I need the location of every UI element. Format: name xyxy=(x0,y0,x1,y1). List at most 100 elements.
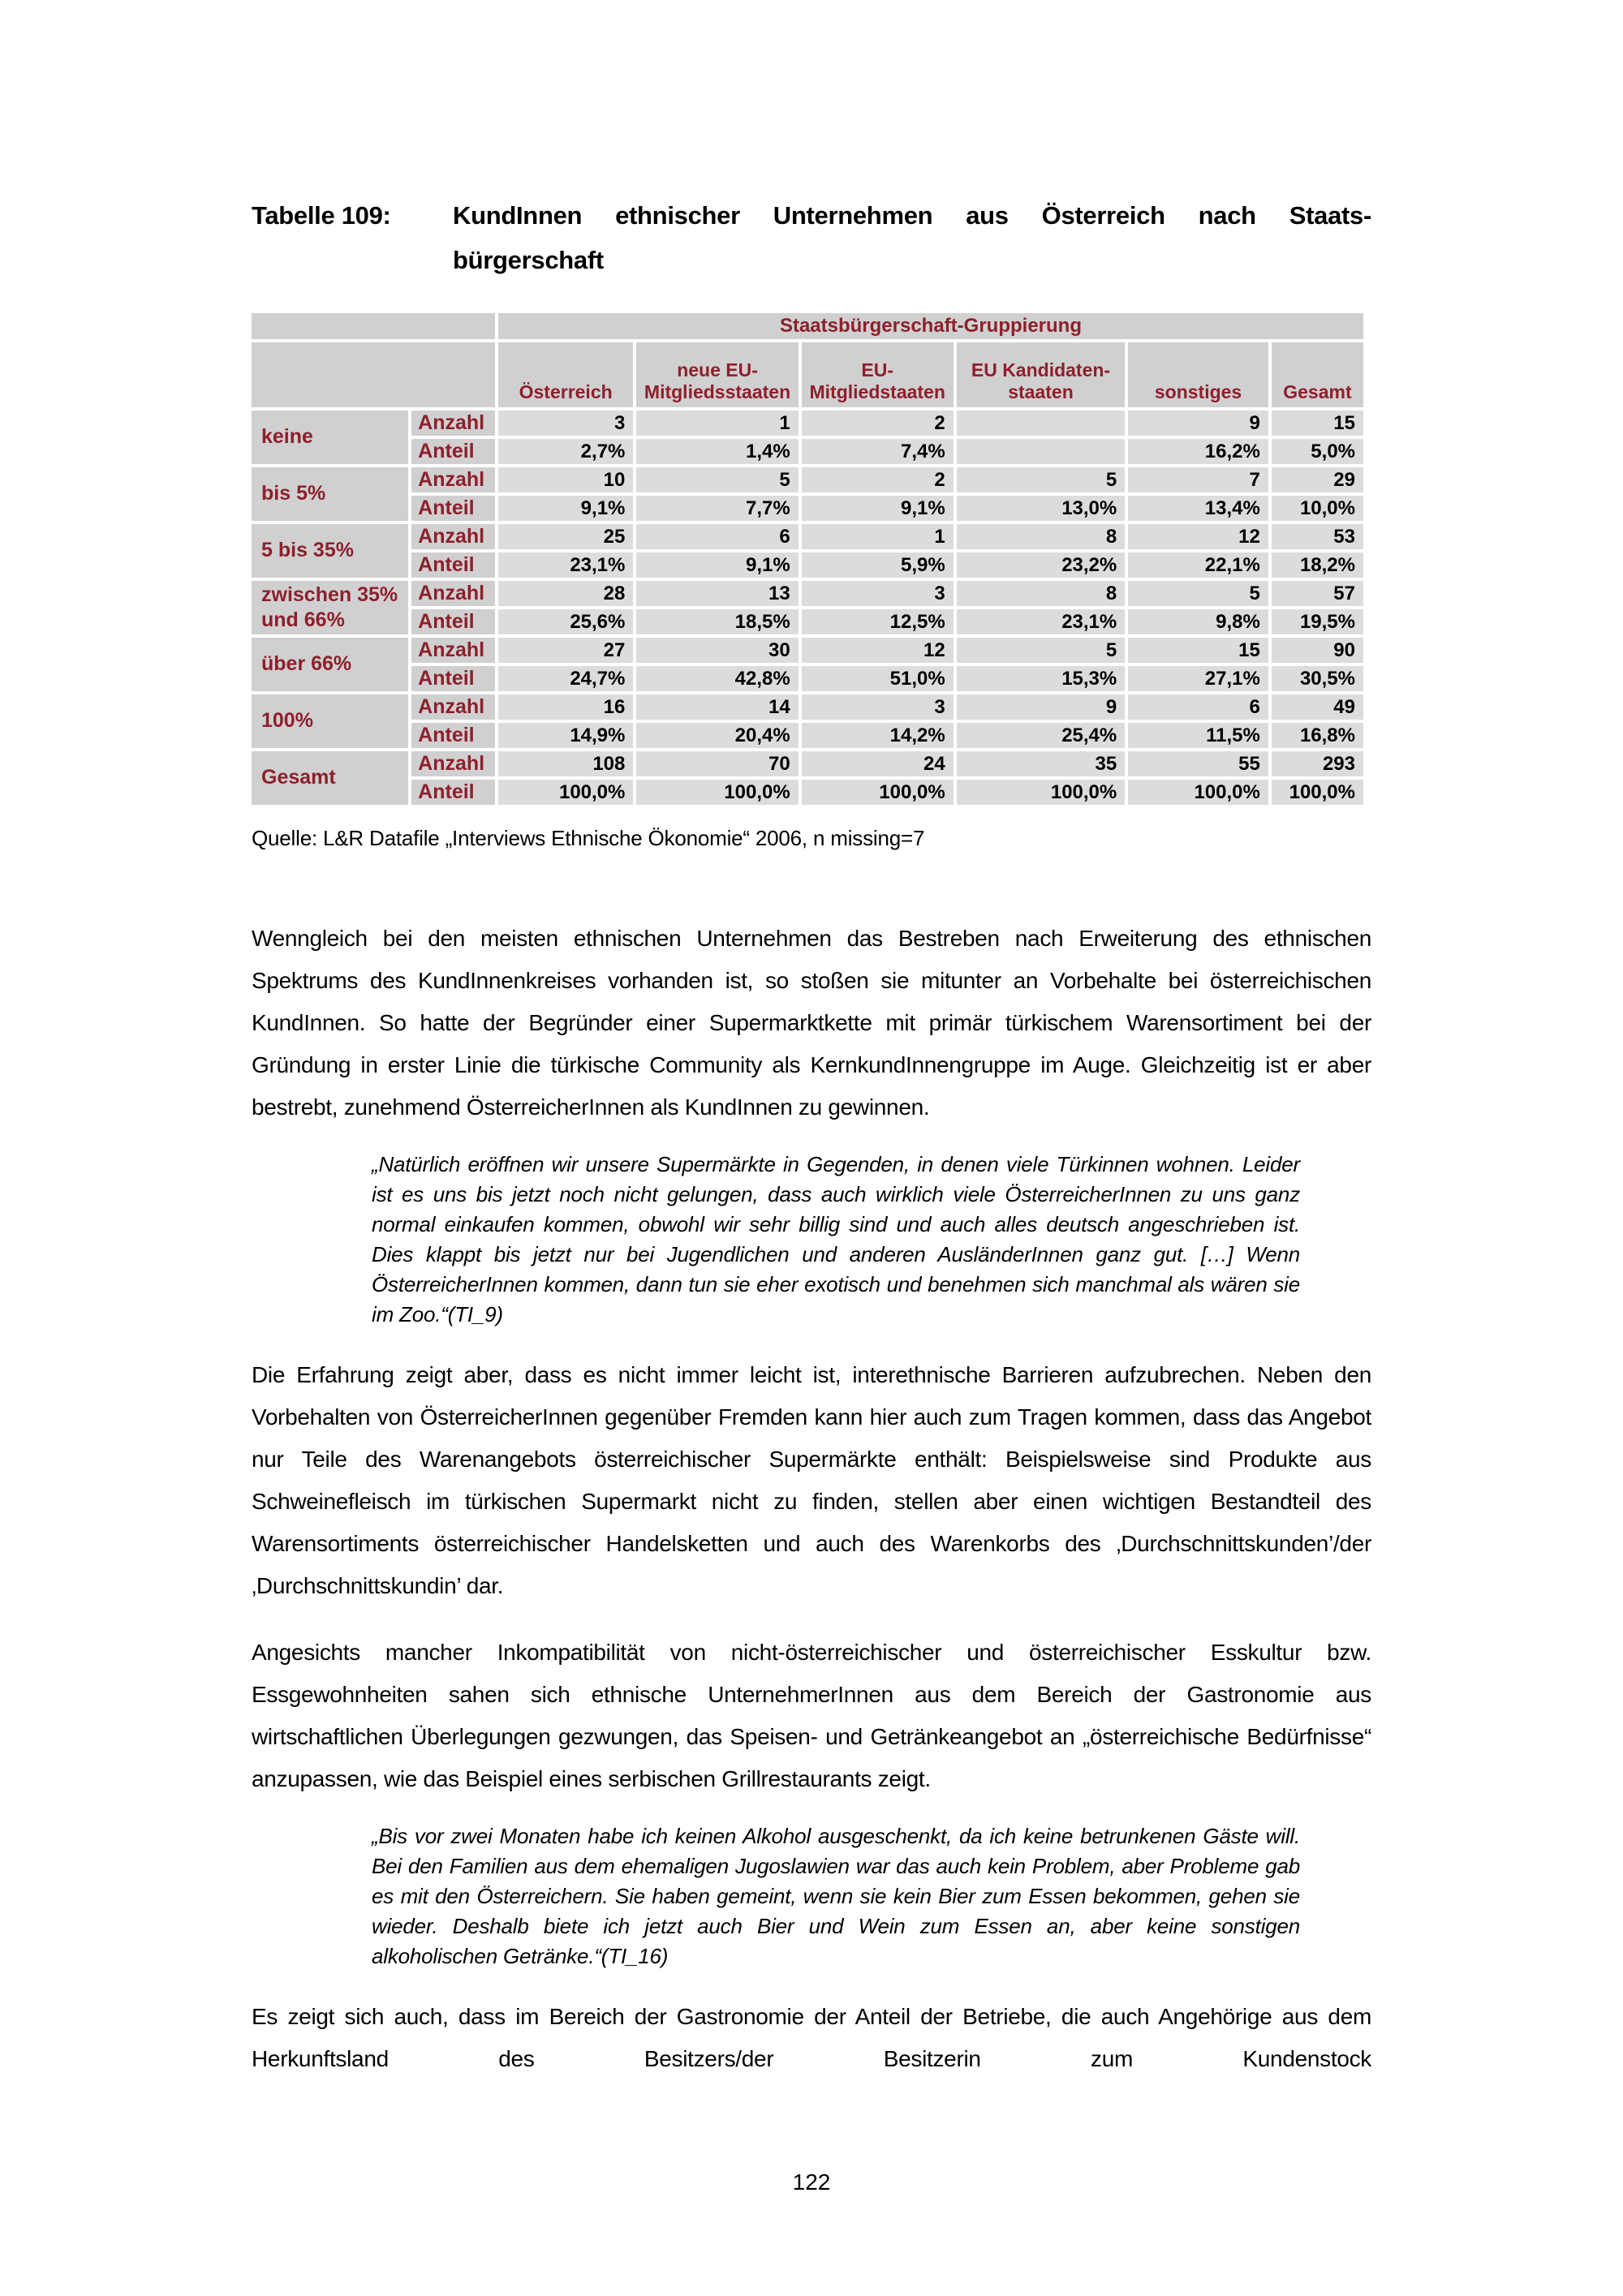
table-value-cell: 35 xyxy=(956,751,1126,776)
table-value-cell: 11,5% xyxy=(1128,723,1268,748)
table-value-cell: 27 xyxy=(497,638,634,663)
table-value-cell: 9,8% xyxy=(1128,609,1268,634)
table-value-cell: 9 xyxy=(956,694,1126,720)
table-value-cell: 5,0% xyxy=(1271,439,1363,464)
table-value-cell: 16 xyxy=(497,694,634,720)
table-value-cell: 6 xyxy=(636,524,799,549)
table-value-cell: 13,4% xyxy=(1128,496,1268,521)
table-value-cell: 23,2% xyxy=(956,553,1126,578)
table-header-row-columns: Österreich neue EU- Mitgliedsstaaten EU-… xyxy=(252,342,1363,407)
table-caption-line1: KundInnen ethnischer Unternehmen aus Öst… xyxy=(453,201,1371,230)
page-number: 122 xyxy=(792,2169,831,2195)
interview-quote-ti16: „Bis vor zwei Monaten habe ich keinen Al… xyxy=(372,1824,1300,1968)
column-header-kandidaten: EU Kandidaten- staaten xyxy=(956,342,1126,407)
table-value-cell: 18,5% xyxy=(636,609,799,634)
table-stub-cell xyxy=(252,313,495,339)
table-caption: Tabelle 109: KundInnen ethnischer Untern… xyxy=(252,193,1371,282)
table-value-cell: 9,1% xyxy=(497,496,634,521)
table-row: Anteil 14,9% 20,4% 14,2% 25,4% 11,5% 16,8% xyxy=(252,723,1363,748)
table-value-cell: 9,1% xyxy=(636,553,799,578)
row-group-label: über 66% xyxy=(252,638,409,691)
table-value-cell: 30 xyxy=(636,638,799,663)
table-value-cell: 30,5% xyxy=(1271,666,1363,691)
column-header-neue-eu: neue EU- Mitgliedsstaaten xyxy=(636,342,799,407)
table-value-cell: 25 xyxy=(497,524,634,549)
data-table-wrapper: Staatsbürgerschaft-Gruppierung Österreic… xyxy=(252,310,1371,808)
table-value-cell: 7 xyxy=(1128,467,1268,492)
row-measure-label: Anzahl xyxy=(411,411,495,436)
paragraph-1: Wenngleich bei den meisten ethnischen Un… xyxy=(252,926,1371,1120)
table-value-cell: 25,6% xyxy=(497,609,634,634)
row-group-label: 100% xyxy=(252,694,409,748)
table-value-cell: 16,8% xyxy=(1271,723,1363,748)
table-value-cell: 8 xyxy=(956,524,1126,549)
table-value-cell: 100,0% xyxy=(1271,780,1363,805)
column-header-gesamt: Gesamt xyxy=(1271,342,1363,407)
row-measure-label: Anteil xyxy=(411,723,495,748)
column-header-oesterreich: Österreich xyxy=(497,342,634,407)
row-measure-label: Anzahl xyxy=(411,524,495,549)
row-group-label: Gesamt xyxy=(252,751,409,805)
table-value-cell: 10 xyxy=(497,467,634,492)
table-value-cell: 9,1% xyxy=(801,496,954,521)
table-value-cell: 10,0% xyxy=(1271,496,1363,521)
interview-quote-ti9: „Natürlich eröffnen wir unsere Supermärk… xyxy=(372,1152,1300,1326)
table-row: Anteil 25,6% 18,5% 12,5% 23,1% 9,8% 19,5% xyxy=(252,609,1363,634)
table-row: zwischen 35% und 66% Anzahl 28 13 3 8 5 57 xyxy=(252,581,1363,634)
table-value-cell: 13 xyxy=(636,581,799,606)
row-measure-label: Anteil xyxy=(411,780,495,805)
table-value-cell: 19,5% xyxy=(1271,609,1363,634)
table-value-cell xyxy=(956,439,1126,464)
table-value-cell: 23,1% xyxy=(497,553,634,578)
table-value-cell: 49 xyxy=(1271,694,1363,720)
table-value-cell: 100,0% xyxy=(636,780,799,805)
table-value-cell: 25,4% xyxy=(956,723,1126,748)
paragraph-2: Die Erfahrung zeigt aber, dass es nicht … xyxy=(252,1362,1371,1598)
table-value-cell: 20,4% xyxy=(636,723,799,748)
table-value-cell: 70 xyxy=(636,751,799,776)
table-value-cell: 1 xyxy=(636,411,799,436)
table-value-cell: 2 xyxy=(801,411,954,436)
table-value-cell: 12 xyxy=(1128,524,1268,549)
row-measure-label: Anteil xyxy=(411,496,495,521)
table-value-cell: 14,9% xyxy=(497,723,634,748)
table-value-cell: 100,0% xyxy=(956,780,1126,805)
table-value-cell: 14,2% xyxy=(801,723,954,748)
row-group-label: keine xyxy=(252,411,409,464)
table-value-cell: 1 xyxy=(801,524,954,549)
row-measure-label: Anteil xyxy=(411,609,495,634)
paragraph-4: Es zeigt sich auch, dass im Bereich der … xyxy=(252,2004,1371,2071)
table-header-row-group: Staatsbürgerschaft-Gruppierung xyxy=(252,313,1363,339)
table-row: Anteil 23,1% 9,1% 5,9% 23,2% 22,1% 18,2% xyxy=(252,553,1363,578)
table-value-cell: 12 xyxy=(801,638,954,663)
row-group-label: 5 bis 35% xyxy=(252,524,409,578)
table-row: Anteil 2,7% 1,4% 7,4% 16,2% 5,0% xyxy=(252,439,1363,464)
table-value-cell: 5 xyxy=(956,638,1126,663)
table-value-cell: 8 xyxy=(956,581,1126,606)
table-value-cell: 6 xyxy=(1128,694,1268,720)
table-value-cell: 9 xyxy=(1128,411,1268,436)
table-row: Anteil 9,1% 7,7% 9,1% 13,0% 13,4% 10,0% xyxy=(252,496,1363,521)
table-row: 100% Anzahl 16 14 3 9 6 49 xyxy=(252,694,1363,748)
table-value-cell: 1,4% xyxy=(636,439,799,464)
table-row: 5 bis 35% Anzahl 25 6 1 8 12 53 xyxy=(252,524,1363,578)
table-value-cell: 3 xyxy=(497,411,634,436)
table-value-cell: 2,7% xyxy=(497,439,634,464)
table-stub-cell xyxy=(252,342,495,407)
column-header-sonstiges: sonstiges xyxy=(1128,342,1268,407)
table-value-cell: 5 xyxy=(636,467,799,492)
column-group-header: Staatsbürgerschaft-Gruppierung xyxy=(497,313,1363,339)
table-value-cell: 15 xyxy=(1128,638,1268,663)
row-measure-label: Anzahl xyxy=(411,638,495,663)
paragraph-3: Angesichts mancher Inkompatibilität von … xyxy=(252,1640,1371,1791)
table-row: bis 5% Anzahl 10 5 2 5 7 29 xyxy=(252,467,1363,521)
row-measure-label: Anzahl xyxy=(411,694,495,720)
table-row: Anteil 100,0% 100,0% 100,0% 100,0% 100,0% 100,… xyxy=(252,780,1363,805)
table-value-cell: 5,9% xyxy=(801,553,954,578)
table-caption-line2: bürgerschaft xyxy=(453,246,604,274)
table-value-cell: 16,2% xyxy=(1128,439,1268,464)
table-value-cell: 100,0% xyxy=(801,780,954,805)
table-value-cell: 5 xyxy=(956,467,1126,492)
table-value-cell: 14 xyxy=(636,694,799,720)
